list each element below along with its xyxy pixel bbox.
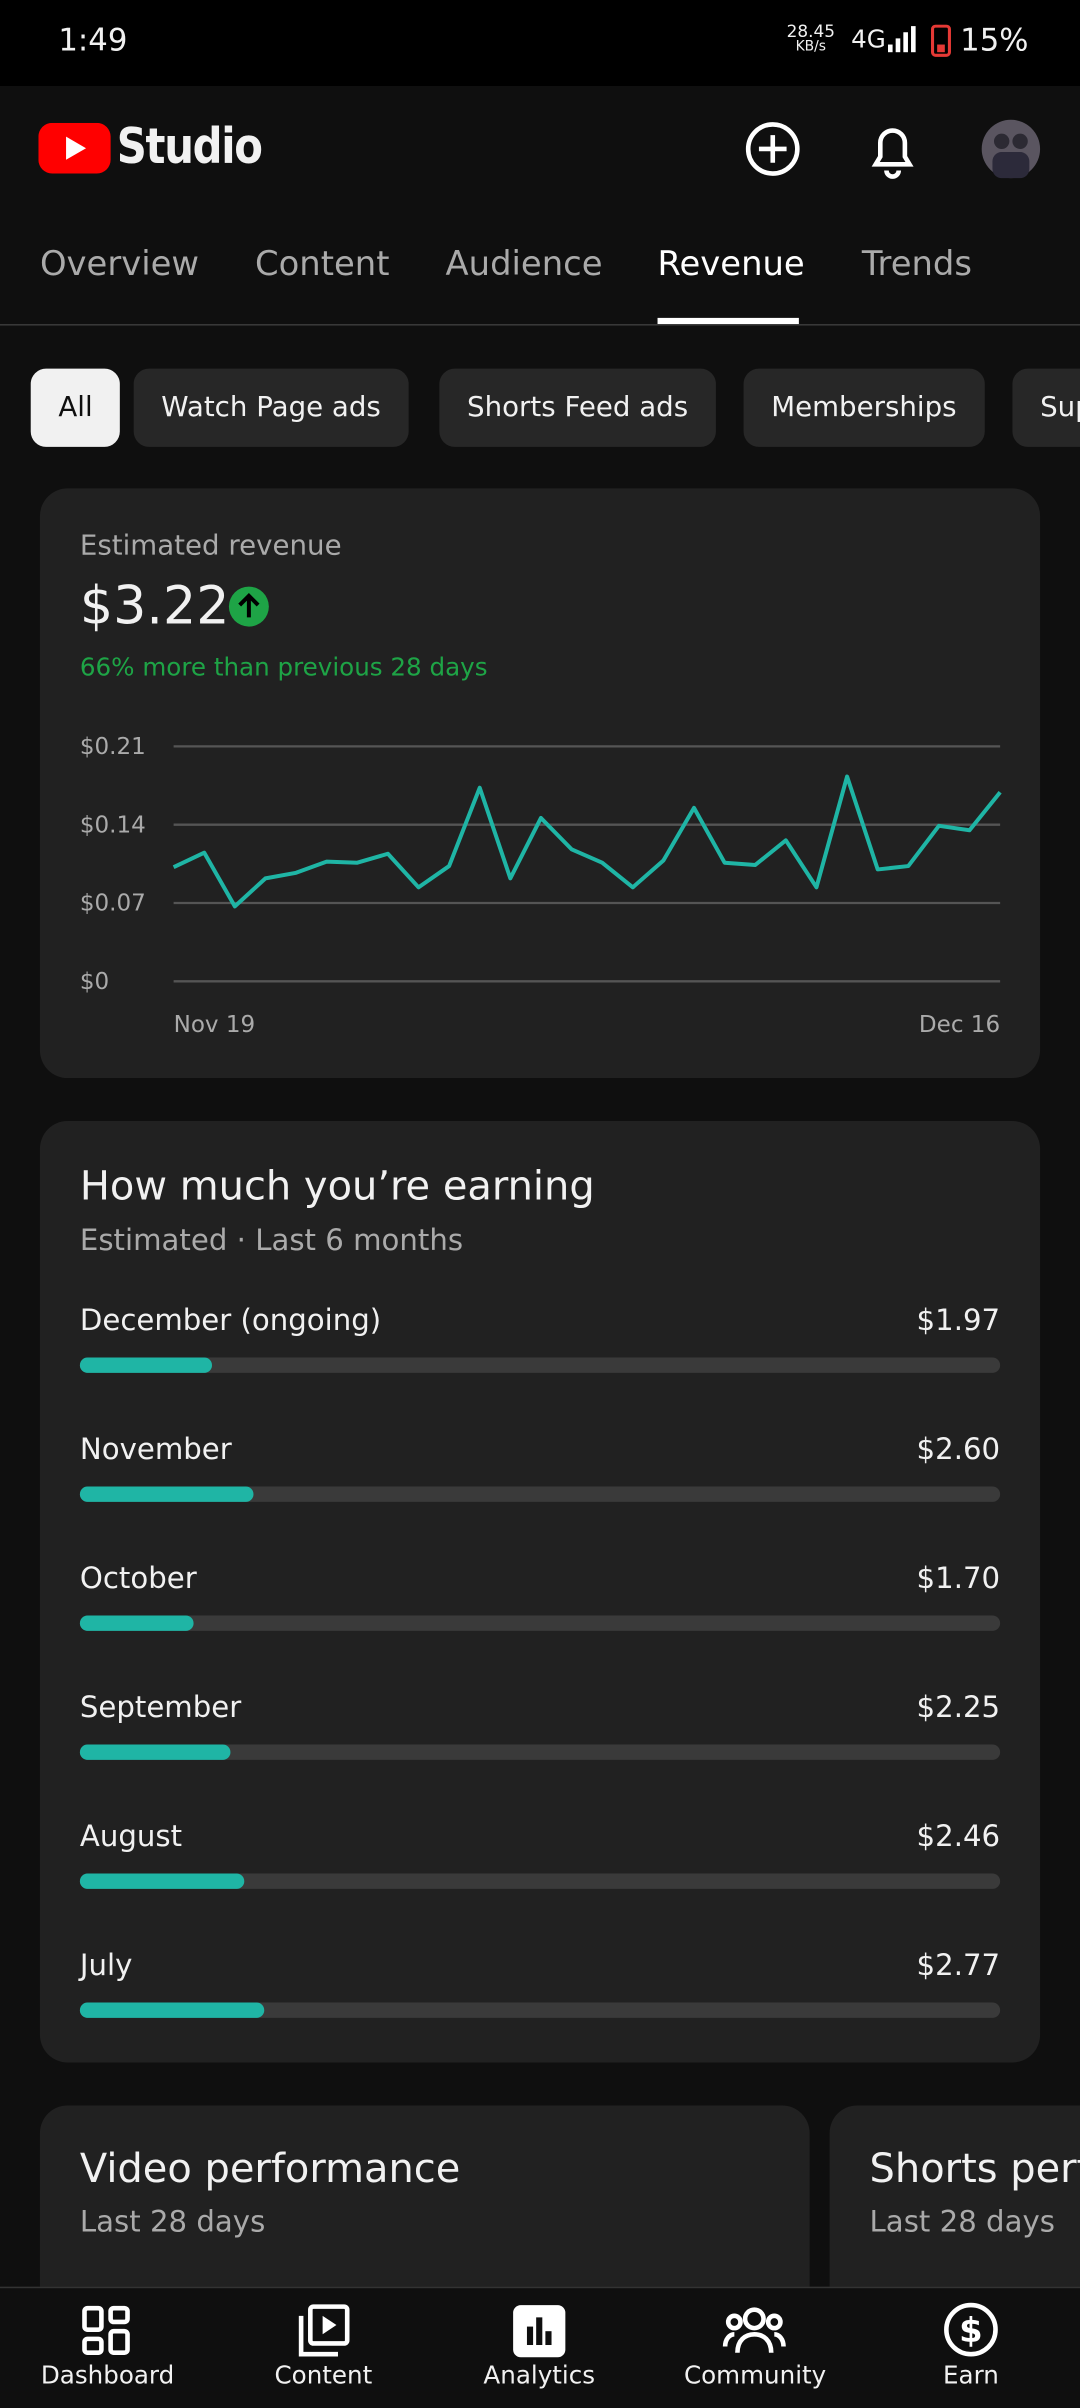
create-button[interactable] bbox=[744, 120, 802, 178]
card-title: How much you’re earning bbox=[79, 1164, 595, 1211]
earnings-card[interactable]: How much you’re earning Estimated · Last… bbox=[39, 1121, 1041, 2063]
filter-chip[interactable]: Memberships bbox=[743, 368, 985, 447]
amount-label: $1.70 bbox=[916, 1561, 1001, 1596]
bar-track bbox=[79, 1615, 1001, 1631]
x-tick-label: Nov 19 bbox=[174, 1012, 256, 1038]
content-icon bbox=[298, 2304, 350, 2357]
revenue-card[interactable]: Estimated revenue $3.22 66% more than pr… bbox=[39, 488, 1041, 1079]
bar-track bbox=[79, 2002, 1001, 2018]
speed-value: 28.45 bbox=[786, 21, 835, 42]
tab-divider bbox=[0, 324, 1080, 326]
amount-label: $1.97 bbox=[916, 1303, 1001, 1338]
app-name: Studio bbox=[116, 116, 263, 176]
svg-text:$: $ bbox=[959, 2311, 983, 2350]
x-tick-label: Dec 16 bbox=[919, 1012, 1000, 1038]
notifications-button[interactable] bbox=[863, 118, 921, 179]
month-label: October bbox=[79, 1561, 197, 1596]
tab[interactable]: Overview bbox=[39, 245, 200, 285]
bottom-nav: $ Dashboard Content Analytics Community Earn bbox=[0, 2286, 1080, 2408]
speed-unit: KB/s bbox=[795, 39, 827, 56]
card-label: Estimated revenue bbox=[79, 529, 342, 563]
amount-label: $2.25 bbox=[916, 1690, 1001, 1725]
month-label: September bbox=[79, 1690, 242, 1725]
change-text: 66% more than previous 28 days bbox=[79, 652, 488, 682]
tab[interactable]: Audience bbox=[445, 245, 603, 285]
bar bbox=[79, 1357, 212, 1373]
nav-label[interactable]: Community bbox=[683, 2360, 827, 2390]
community-icon bbox=[722, 2307, 786, 2353]
tab[interactable]: Revenue bbox=[657, 245, 805, 285]
month-label: August bbox=[79, 1819, 183, 1854]
card-period: Last 28 days bbox=[869, 2205, 1055, 2240]
bar-track bbox=[79, 1486, 1001, 1502]
battery: 15% bbox=[960, 21, 1029, 59]
bar bbox=[79, 2002, 265, 2018]
filter-chip[interactable]: Watch Page ads bbox=[133, 368, 409, 447]
tab[interactable]: Trends bbox=[861, 245, 972, 285]
amount-label: $2.77 bbox=[916, 1948, 1001, 1983]
avatar[interactable] bbox=[980, 118, 1041, 179]
subtitle: Estimated bbox=[79, 1223, 228, 1258]
status-bar: 1:49 28.45 KB/s 4G 15% bbox=[0, 0, 1080, 86]
tab[interactable]: Content bbox=[255, 245, 390, 285]
nav-label[interactable]: Analytics bbox=[483, 2360, 596, 2390]
separator: · bbox=[227, 1223, 256, 1258]
filter-chip[interactable]: Sup bbox=[1012, 368, 1080, 447]
bar bbox=[79, 1744, 230, 1760]
bar-track bbox=[79, 1357, 1001, 1373]
bar bbox=[79, 1873, 244, 1889]
month-label: July bbox=[79, 1948, 133, 1983]
logo bbox=[38, 122, 111, 174]
y-tick-label: $0.14 bbox=[80, 812, 146, 838]
card-title: Video performance bbox=[79, 2146, 461, 2193]
nav-label[interactable]: Content bbox=[274, 2360, 373, 2390]
revenue-line bbox=[172, 774, 1002, 909]
dashboard-icon bbox=[82, 2305, 130, 2355]
filter-chip[interactable]: Shorts Feed ads bbox=[439, 368, 716, 447]
up-icon bbox=[228, 586, 269, 627]
line-chart: $0 $0.07 $0.14 $0.21 Nov 19 Dec 16 bbox=[80, 734, 1002, 1038]
speed: 28.45 KB/s bbox=[787, 23, 835, 57]
period: Last 6 months bbox=[255, 1223, 464, 1258]
bar bbox=[79, 1615, 194, 1631]
nav-label[interactable]: Dashboard bbox=[40, 2360, 175, 2390]
bar-track bbox=[79, 1873, 1001, 1889]
bar bbox=[79, 1486, 254, 1502]
network: 4G bbox=[851, 24, 886, 54]
month-label: November bbox=[79, 1432, 232, 1467]
filter-chip[interactable]: All bbox=[30, 368, 121, 447]
analytics-icon bbox=[513, 2305, 566, 2358]
amount-label: $2.46 bbox=[916, 1819, 1001, 1854]
card-period: Last 28 days bbox=[79, 2205, 266, 2240]
nav-label[interactable]: Earn bbox=[943, 2360, 999, 2390]
revenue-total: $3.22 bbox=[79, 575, 230, 638]
y-tick-label: $0 bbox=[80, 969, 109, 995]
card-subtitle: Estimated · Last 6 months bbox=[80, 1224, 463, 1258]
bar-track bbox=[79, 1744, 1001, 1760]
y-tick-label: $0.21 bbox=[80, 734, 146, 760]
tab-indicator bbox=[657, 317, 799, 325]
card-title: Shorts perf bbox=[869, 2146, 1080, 2193]
month-label: December (ongoing) bbox=[79, 1303, 382, 1338]
y-tick-label: $0.07 bbox=[80, 891, 146, 917]
earn-icon: $ bbox=[944, 2302, 998, 2357]
signal-battery bbox=[887, 24, 951, 57]
time: 1:49 bbox=[58, 21, 128, 59]
amount-label: $2.60 bbox=[916, 1432, 1001, 1467]
app-bar: Studio bbox=[0, 86, 1080, 209]
